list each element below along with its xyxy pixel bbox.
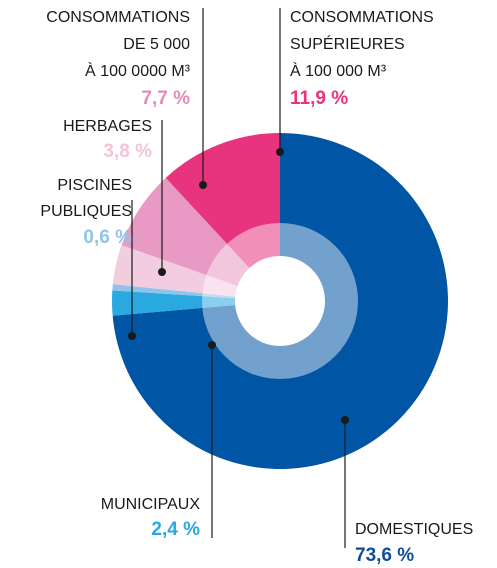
leader-dot <box>341 416 349 424</box>
hole <box>235 256 325 346</box>
leader-dot <box>158 268 166 276</box>
value-label: 11,9 % <box>290 88 348 109</box>
leader-dot <box>199 181 207 189</box>
slice <box>121 177 280 301</box>
leader-dot <box>208 341 216 349</box>
category-label: CONSOMMATIONS <box>46 9 190 26</box>
category-label: À 100 0000 M³ <box>85 61 191 80</box>
category-label: À 100 000 M³ <box>290 61 387 80</box>
value-label: 7,7 % <box>141 88 190 109</box>
slice <box>165 133 280 301</box>
category-label: PISCINES <box>57 177 132 194</box>
category-label: PUBLIQUES <box>40 203 132 220</box>
category-label: HERBAGES <box>63 118 152 135</box>
leader-dot <box>128 332 136 340</box>
value-label: 2,4 % <box>151 519 200 540</box>
value-label: 3,8 % <box>103 141 152 162</box>
category-label: SUPÉRIEURES <box>290 34 405 53</box>
category-label: CONSOMMATIONS <box>290 9 434 26</box>
value-label: 0,6 % <box>83 227 132 248</box>
category-label: DE 5 000 <box>123 36 190 53</box>
leader-dot <box>276 148 284 156</box>
category-label: MUNICIPAUX <box>101 496 201 513</box>
category-label: DOMESTIQUES <box>355 521 473 538</box>
value-label: 73,6 % <box>355 545 414 566</box>
slice <box>112 290 280 316</box>
